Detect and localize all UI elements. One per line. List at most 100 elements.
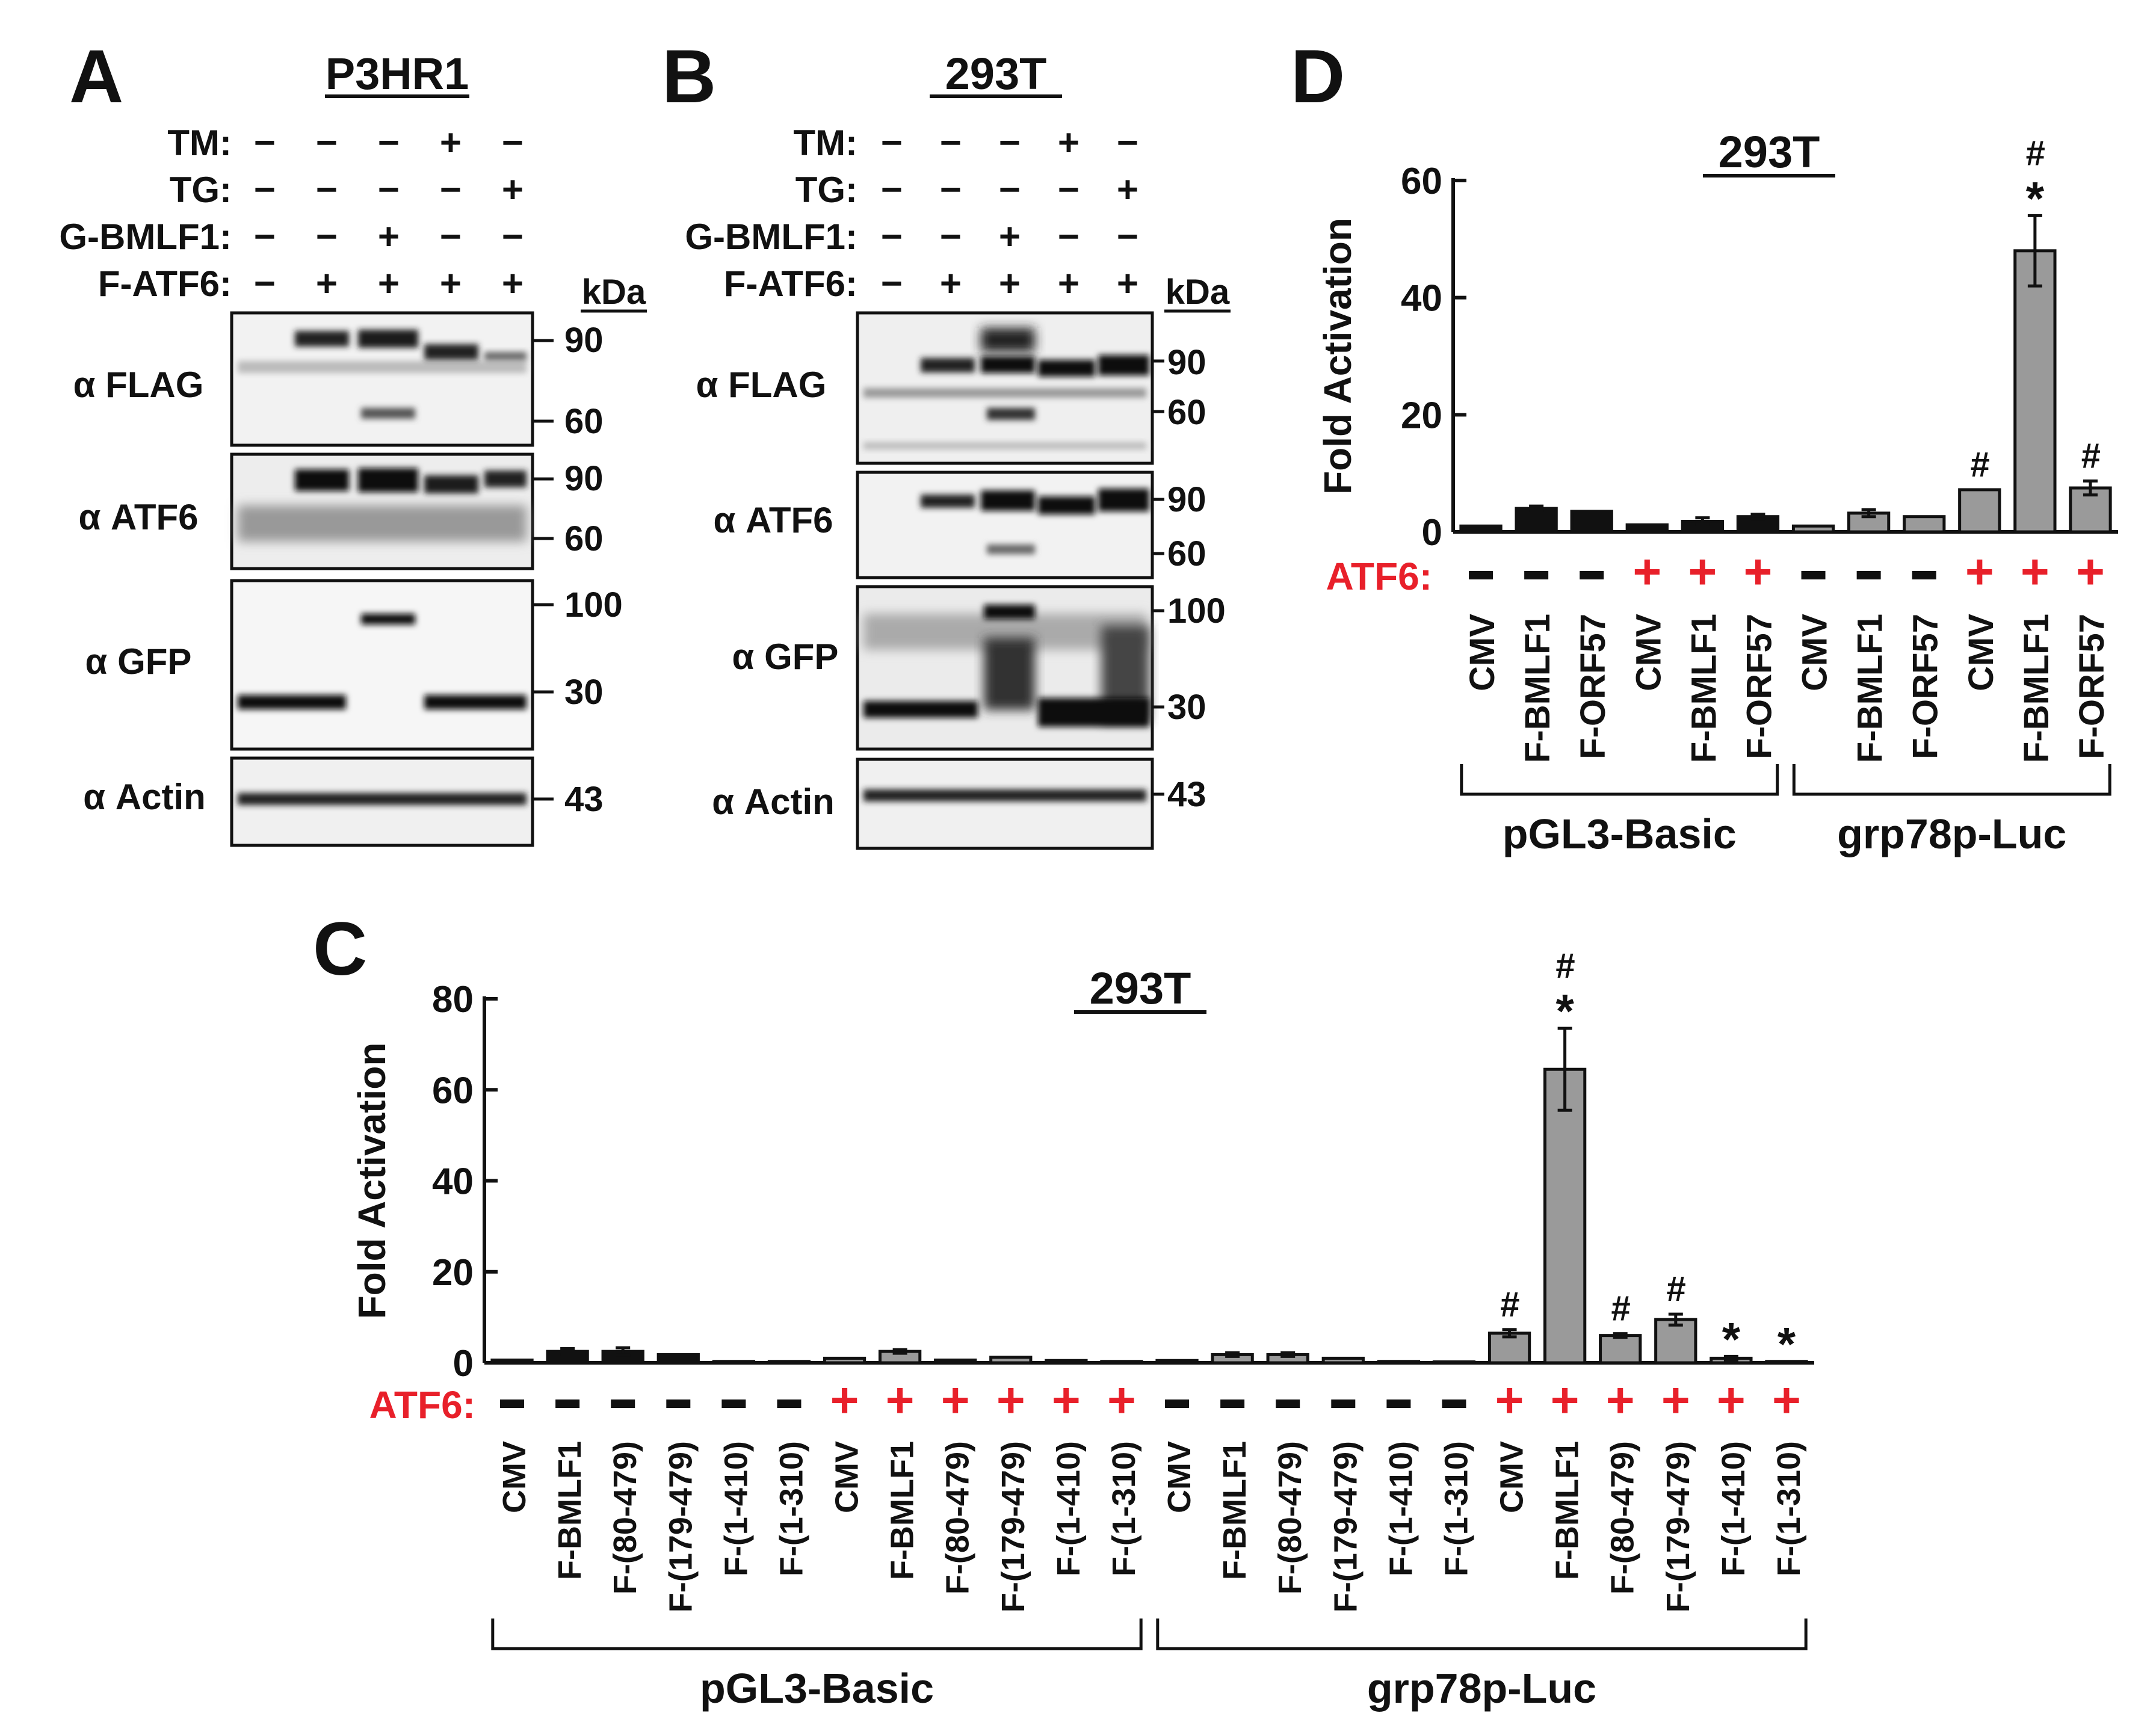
- atf6-plus: +: [941, 1373, 970, 1428]
- marker-100: 100: [564, 585, 623, 625]
- group-label: grp78p-Luc: [1367, 1665, 1596, 1712]
- plus-sign: +: [1117, 169, 1138, 211]
- panel-c-chart: 293T Fold Activation 0 20 40 60 80 CMV F-BMLF1 F-…: [350, 946, 1814, 1712]
- panel-letter-c: C: [313, 907, 367, 991]
- bar-1: [1461, 526, 1501, 532]
- atf6-minus: [1165, 1399, 1189, 1408]
- bar-4: [1627, 525, 1667, 532]
- bar-18: [1434, 1362, 1474, 1363]
- y-tick-label: 80: [432, 979, 474, 1020]
- row-label-f-atf6: F-ATF6:: [98, 264, 232, 304]
- marker-60: 60: [1167, 393, 1206, 432]
- minus-sign: −: [440, 216, 462, 258]
- group-label: pGL3-Basic: [700, 1665, 934, 1712]
- row-label-tg: TG:: [795, 170, 857, 210]
- marker-30: 30: [564, 673, 604, 712]
- atf6-row-label: ATF6:: [369, 1383, 475, 1427]
- atf6-plus: +: [830, 1373, 859, 1428]
- panel-letter-b: B: [662, 35, 716, 119]
- category-label: CMV: [1796, 614, 1835, 691]
- category-label: F-(179-479): [1660, 1441, 1696, 1612]
- panel-b-cell-line: 293T: [945, 49, 1047, 99]
- panel-a: A P3HR1 TM: TG: G-BMLF1: F-ATF6: − − − + −− −…: [59, 35, 647, 845]
- bar-10: [991, 1357, 1031, 1363]
- minus-sign: −: [881, 263, 903, 304]
- minus-sign: −: [254, 169, 276, 211]
- plus-sign: +: [502, 263, 524, 304]
- panel-b-antibody-actin: α Actin: [712, 782, 835, 822]
- significance-hash: #: [1500, 1285, 1519, 1324]
- minus-sign: −: [502, 216, 524, 258]
- atf6-minus: [777, 1399, 801, 1408]
- atf6-plus: +: [1632, 545, 1661, 599]
- bar-3: [1572, 511, 1611, 532]
- minus-sign: −: [254, 216, 276, 258]
- marker-90: 90: [564, 459, 604, 498]
- significance-hash: #: [2081, 436, 2101, 475]
- bar-13: [1157, 1360, 1197, 1363]
- chart-title: 293T: [1719, 127, 1820, 177]
- y-axis-label: Fold Activation: [350, 1043, 394, 1319]
- atf6-plus: +: [1744, 545, 1773, 599]
- category-label: F-BMLF1: [1518, 614, 1557, 763]
- row-label-tm: TM:: [793, 123, 857, 163]
- minus-sign: −: [502, 122, 524, 164]
- y-tick-label: 0: [453, 1343, 474, 1384]
- category-label: F-(80-479): [1605, 1441, 1641, 1594]
- panel-b-blot-flag: α FLAG 90 60: [696, 313, 1206, 463]
- marker-100: 100: [1167, 591, 1226, 631]
- bar-12: [1102, 1362, 1141, 1363]
- marker-30: 30: [1167, 688, 1206, 727]
- category-label: F-BMLF1: [2017, 614, 2056, 763]
- category-label: CMV: [1629, 614, 1668, 691]
- category-label: F-(80-479): [1272, 1441, 1308, 1594]
- panel-a-blot-gfp: α GFP 100 30: [85, 581, 623, 749]
- significance-star: *: [2026, 171, 2045, 224]
- atf6-plus: +: [1661, 1373, 1690, 1428]
- category-label: F-BMLF1: [1851, 614, 1890, 763]
- category-label: F-(1-410): [1716, 1441, 1752, 1576]
- panel-b-antibody-flag: α FLAG: [696, 365, 827, 405]
- minus-sign: −: [1058, 216, 1080, 258]
- minus-sign: −: [999, 122, 1021, 164]
- marker-90: 90: [564, 321, 604, 360]
- plus-sign: +: [1058, 263, 1080, 304]
- category-label: F-(1-410): [1383, 1441, 1419, 1576]
- atf6-plus: +: [1551, 1373, 1580, 1428]
- atf6-minus: [1276, 1399, 1300, 1408]
- panel-d-chart: 293T Fold Activation 0 20 40 60 CMV F-BMLF1 F-OR…: [1316, 127, 2118, 857]
- minus-sign: −: [316, 216, 338, 258]
- plus-sign: +: [440, 263, 462, 304]
- atf6-minus: [1386, 1399, 1410, 1408]
- category-label: F-(1-310): [773, 1441, 809, 1576]
- panel-b-blot-atf6: α ATF6 90 60: [713, 472, 1206, 578]
- panel-letter-d: D: [1291, 35, 1345, 119]
- minus-sign: −: [881, 216, 903, 258]
- marker-60: 60: [1167, 534, 1206, 573]
- panel-a-antibody-atf6: α ATF6: [78, 497, 198, 537]
- category-label: F-(80-479): [607, 1441, 643, 1594]
- atf6-minus: [555, 1399, 579, 1408]
- atf6-plus: +: [1688, 545, 1717, 599]
- significance-star: *: [1555, 984, 1574, 1037]
- plus-sign: +: [1117, 263, 1138, 304]
- plus-sign: +: [378, 216, 400, 258]
- significance-hash: #: [1666, 1270, 1686, 1309]
- plus-sign: +: [1058, 122, 1080, 164]
- minus-sign: −: [316, 169, 338, 211]
- bar-6: [769, 1362, 809, 1363]
- category-label: F-(1-410): [1051, 1441, 1087, 1576]
- significance-star: *: [1722, 1312, 1741, 1365]
- plus-sign: +: [440, 122, 462, 164]
- significance-hash: #: [1555, 946, 1575, 986]
- panel-b-blot-actin: α Actin 43: [712, 759, 1206, 848]
- category-label: F-(179-479): [995, 1441, 1031, 1612]
- panel-b-antibody-gfp: α GFP: [732, 637, 839, 677]
- minus-sign: −: [1117, 122, 1138, 164]
- chart-title: 293T: [1090, 963, 1191, 1013]
- atf6-minus: [1580, 571, 1604, 579]
- minus-sign: −: [378, 122, 400, 164]
- atf6-minus: [1857, 571, 1881, 579]
- significance-hash: #: [2025, 134, 2045, 173]
- atf6-plus: +: [1606, 1373, 1635, 1428]
